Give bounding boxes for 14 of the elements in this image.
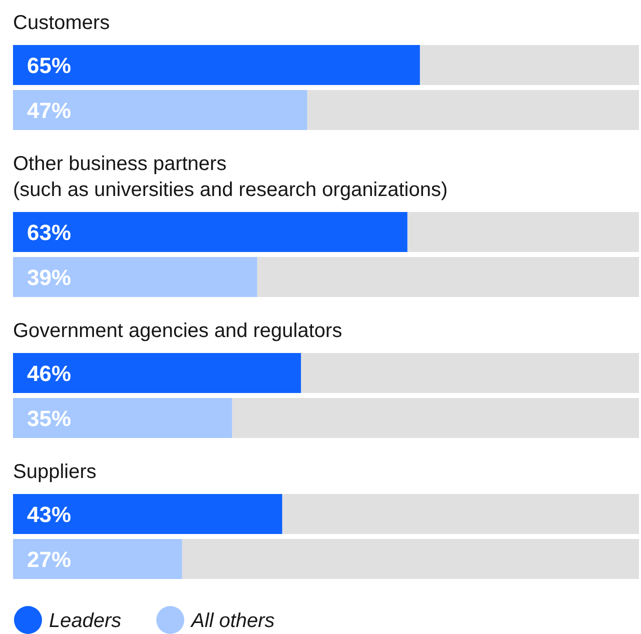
data-label: 39% (27, 265, 72, 290)
data-label: 35% (27, 406, 72, 431)
data-label: 43% (27, 502, 72, 527)
data-label: 65% (27, 53, 72, 78)
legend-label: Leaders (49, 610, 122, 632)
data-label: 27% (27, 547, 72, 572)
y-tick-label: Government agencies and regulators (13, 320, 342, 342)
y-tick-label: Suppliers (13, 461, 96, 483)
y-tick-label: Other business partners (such as universities and research organizations) (13, 153, 448, 201)
data-label: 46% (27, 361, 72, 386)
legend-label: All others (190, 610, 275, 632)
y-tick-label: Customers (13, 12, 110, 34)
data-label: 47% (27, 98, 72, 123)
data-label: 63% (27, 220, 72, 245)
